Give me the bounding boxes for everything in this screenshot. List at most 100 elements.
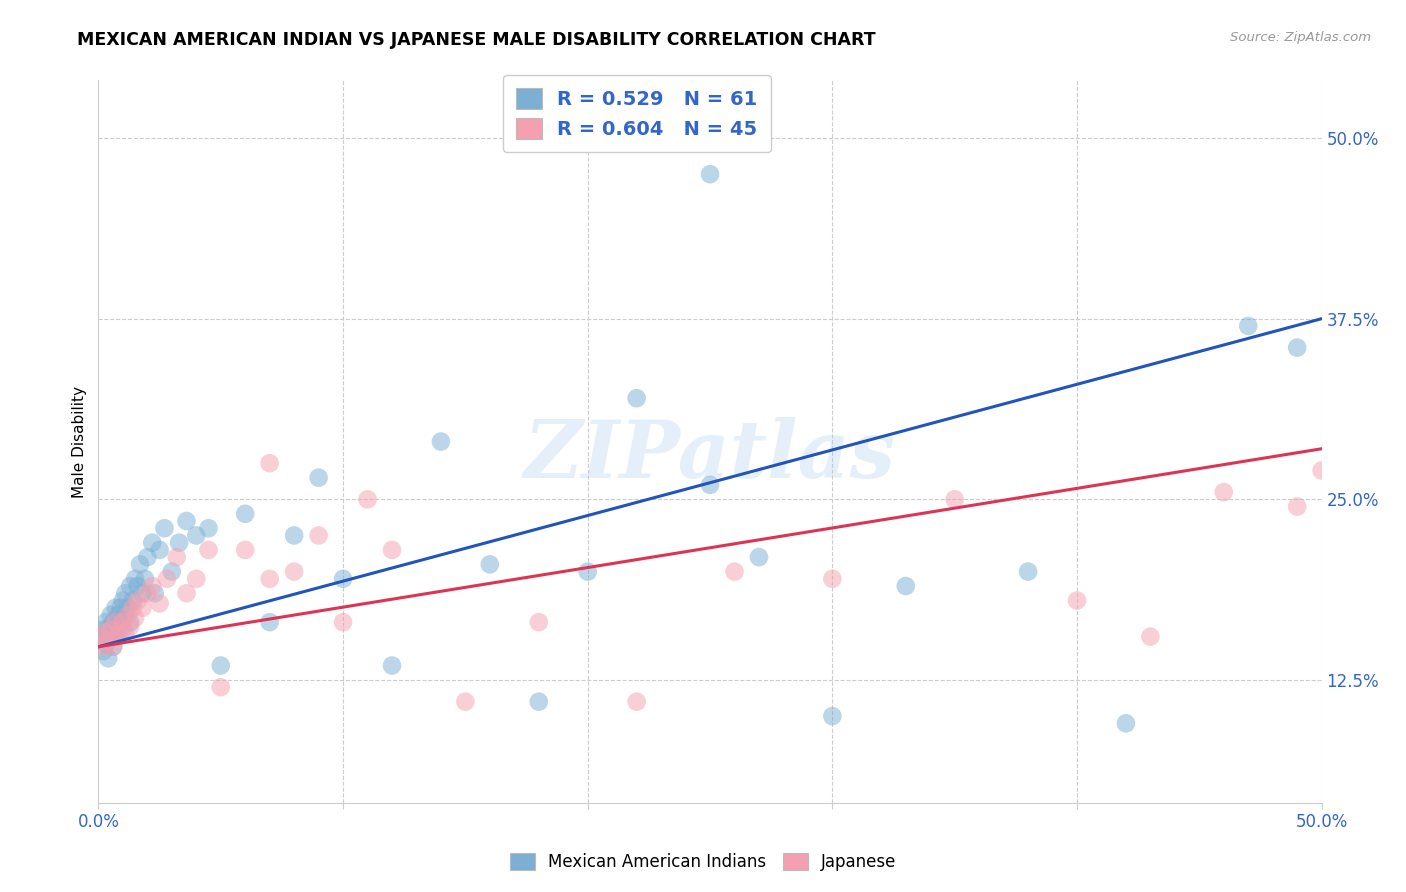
Point — [121, 593, 143, 607]
Point — [100, 623, 122, 637]
Point — [129, 558, 152, 572]
Point — [124, 611, 146, 625]
Point — [283, 528, 305, 542]
Point — [101, 640, 124, 654]
Point — [94, 625, 117, 640]
Point — [209, 658, 232, 673]
Point — [141, 535, 163, 549]
Point — [90, 630, 112, 644]
Point — [748, 550, 770, 565]
Point — [699, 167, 721, 181]
Point — [478, 558, 501, 572]
Point — [110, 600, 132, 615]
Point — [259, 572, 281, 586]
Point — [723, 565, 745, 579]
Point — [91, 644, 114, 658]
Point — [110, 623, 132, 637]
Point — [120, 619, 142, 633]
Legend: Mexican American Indians, Japanese: Mexican American Indians, Japanese — [502, 845, 904, 880]
Point — [160, 565, 183, 579]
Point — [186, 528, 208, 542]
Text: Source: ZipAtlas.com: Source: ZipAtlas.com — [1230, 31, 1371, 45]
Text: ZIPatlas: ZIPatlas — [524, 417, 896, 495]
Point — [111, 623, 134, 637]
Point — [1286, 500, 1309, 514]
Point — [94, 637, 117, 651]
Point — [1237, 318, 1260, 333]
Point — [114, 607, 136, 622]
Point — [97, 651, 120, 665]
Point — [1139, 630, 1161, 644]
Point — [430, 434, 453, 449]
Point — [117, 607, 139, 622]
Point — [114, 586, 136, 600]
Point — [136, 550, 159, 565]
Point — [153, 521, 176, 535]
Point — [97, 634, 120, 648]
Point — [259, 456, 281, 470]
Point — [1286, 341, 1309, 355]
Point — [104, 625, 127, 640]
Point — [107, 630, 129, 644]
Point — [283, 565, 305, 579]
Point — [107, 607, 129, 622]
Point — [127, 593, 149, 607]
Point — [141, 579, 163, 593]
Point — [131, 600, 153, 615]
Point — [454, 695, 477, 709]
Point — [100, 607, 122, 622]
Point — [1115, 716, 1137, 731]
Point — [94, 615, 117, 630]
Point — [166, 550, 188, 565]
Point — [101, 615, 124, 630]
Point — [97, 623, 120, 637]
Point — [107, 623, 129, 637]
Point — [821, 709, 844, 723]
Point — [167, 535, 190, 549]
Point — [117, 600, 139, 615]
Point — [120, 579, 142, 593]
Point — [149, 596, 172, 610]
Point — [91, 640, 114, 654]
Point — [233, 507, 256, 521]
Point — [259, 615, 281, 630]
Point — [121, 600, 143, 615]
Point — [186, 572, 208, 586]
Point — [626, 695, 648, 709]
Point — [111, 615, 134, 630]
Point — [197, 542, 219, 557]
Point — [381, 658, 404, 673]
Point — [136, 586, 159, 600]
Point — [143, 586, 166, 600]
Point — [101, 640, 124, 654]
Point — [197, 521, 219, 535]
Point — [176, 514, 198, 528]
Point — [134, 572, 156, 586]
Point — [894, 579, 917, 593]
Point — [120, 615, 142, 630]
Point — [111, 593, 134, 607]
Point — [209, 680, 232, 694]
Text: MEXICAN AMERICAN INDIAN VS JAPANESE MALE DISABILITY CORRELATION CHART: MEXICAN AMERICAN INDIAN VS JAPANESE MALE… — [77, 31, 876, 49]
Point — [356, 492, 378, 507]
Point — [1310, 463, 1333, 477]
Point — [308, 528, 330, 542]
Point — [1017, 565, 1039, 579]
Point — [626, 391, 648, 405]
Point — [308, 470, 330, 484]
Point — [943, 492, 966, 507]
Point — [821, 572, 844, 586]
Point — [156, 572, 179, 586]
Point — [91, 623, 114, 637]
Point — [527, 695, 550, 709]
Point — [176, 586, 198, 600]
Point — [104, 600, 127, 615]
Point — [233, 542, 256, 557]
Legend: R = 0.529   N = 61, R = 0.604   N = 45: R = 0.529 N = 61, R = 0.604 N = 45 — [503, 75, 770, 152]
Point — [576, 565, 599, 579]
Point — [1212, 485, 1234, 500]
Point — [381, 542, 404, 557]
Point — [90, 630, 112, 644]
Point — [332, 615, 354, 630]
Point — [114, 625, 136, 640]
